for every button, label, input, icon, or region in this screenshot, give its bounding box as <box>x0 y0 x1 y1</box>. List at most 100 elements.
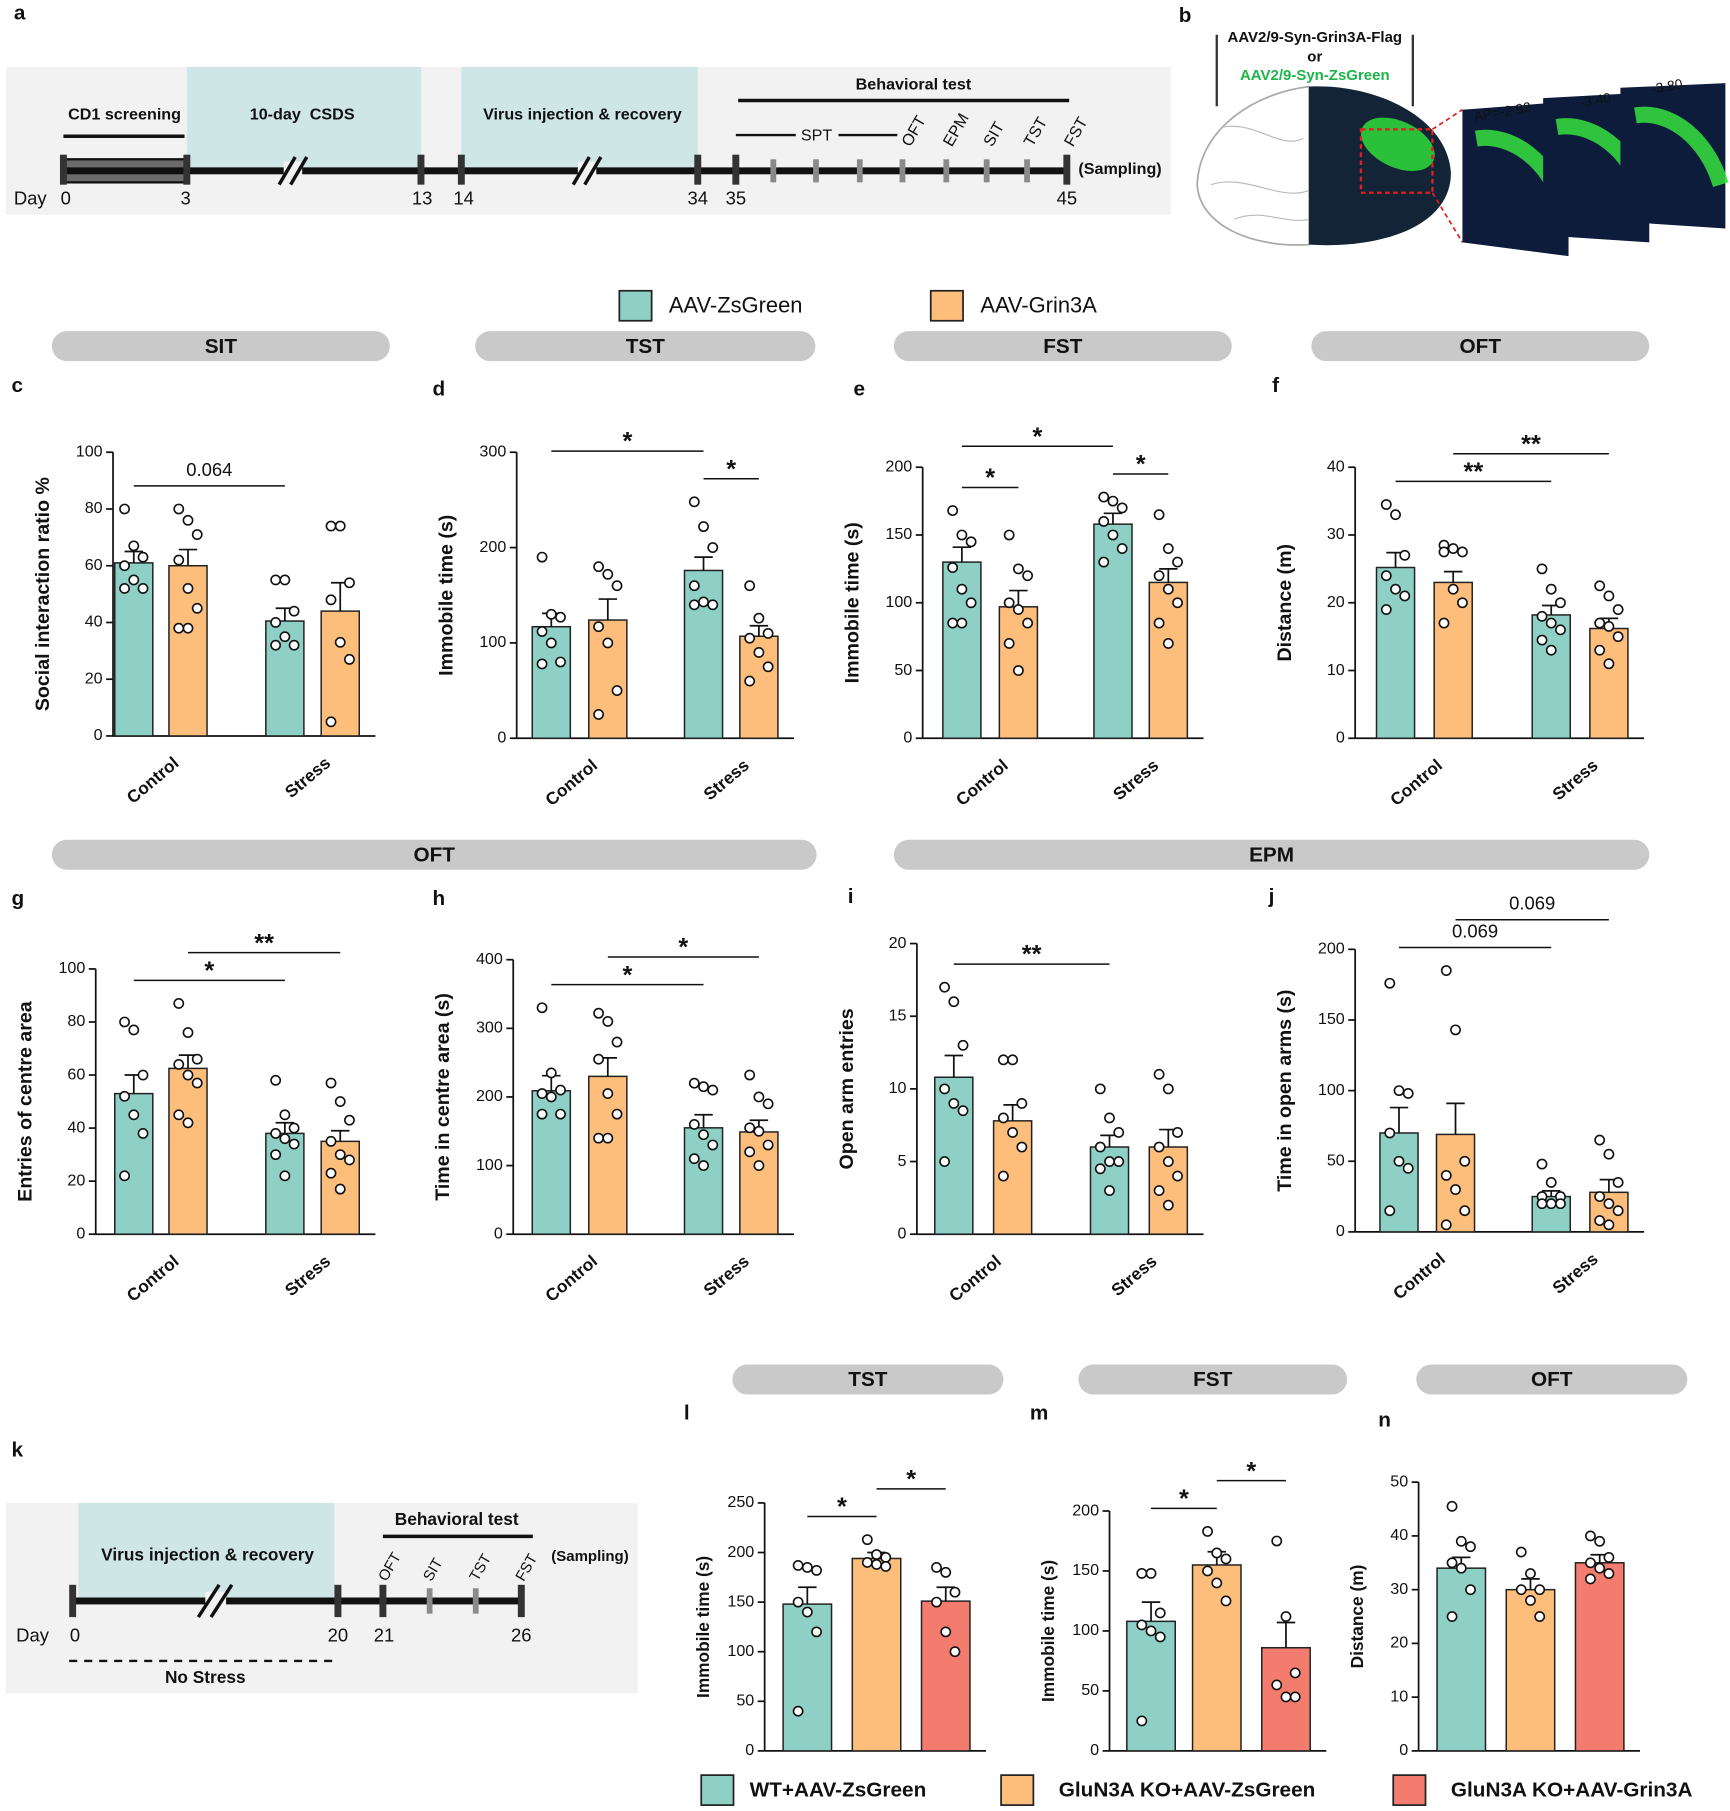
data-point <box>698 1081 709 1093</box>
data-point <box>1465 1541 1476 1553</box>
bar <box>851 1557 902 1752</box>
sig-label: 0.069 <box>1452 920 1498 941</box>
y-tick-label: 30 <box>1390 1580 1408 1598</box>
tick <box>943 159 950 183</box>
atlas-lines <box>1210 125 1310 221</box>
break-line <box>583 156 603 186</box>
panel-label: h <box>433 887 446 910</box>
data-point <box>871 1549 882 1560</box>
data-point <box>861 1557 873 1568</box>
data-point <box>288 605 300 617</box>
data-point <box>688 496 700 508</box>
data-point <box>811 1564 822 1576</box>
chart: 0 50 100 150 200 Immobile time (s) Control Stre… <box>842 423 1204 810</box>
y-axis-title: Time in centre area (s) <box>432 993 454 1201</box>
y-tick-label: 20 <box>1327 593 1345 611</box>
tick <box>183 154 191 185</box>
data-point <box>1594 1562 1606 1574</box>
phase-band <box>186 67 421 169</box>
y-tick-label: 150 <box>727 1592 754 1610</box>
data-point <box>182 583 194 594</box>
section-header-pill <box>1078 1364 1348 1395</box>
y-tick-label: 100 <box>727 1642 754 1660</box>
data-point <box>1603 1148 1615 1160</box>
panel-label: g <box>12 887 25 910</box>
bar <box>683 569 724 740</box>
y-tick-label: 10 <box>1327 661 1345 679</box>
data-point <box>1271 1679 1283 1691</box>
tick <box>457 154 465 185</box>
bar <box>1574 1562 1625 1752</box>
data-point <box>1459 1155 1471 1167</box>
bar <box>1093 523 1133 740</box>
behavioral-test-label: Behavioral test <box>856 76 972 94</box>
timeline-a: Day 0 3 13 14 34 35 45 CD1 screening 10-… <box>5 67 1171 215</box>
legend-label: AAV-Grin3A <box>980 293 1097 318</box>
bar <box>1505 1588 1556 1752</box>
data-point <box>698 521 709 533</box>
data-point <box>602 637 614 649</box>
test-ticks <box>426 1588 479 1614</box>
data-point <box>1380 499 1392 510</box>
data-point <box>1447 543 1459 554</box>
data-point <box>279 1133 291 1145</box>
data-point <box>1162 1083 1174 1095</box>
y-tick-label: 0 <box>1336 729 1345 747</box>
bar <box>1379 1132 1419 1233</box>
section-header-pill <box>893 331 1232 362</box>
section-label: -3.40 <box>1578 89 1612 110</box>
data-point <box>744 1122 756 1134</box>
data-point <box>939 1083 951 1095</box>
data-point <box>279 574 291 586</box>
data-point <box>593 1132 605 1144</box>
day-number: 13 <box>412 188 433 209</box>
bar <box>588 1075 628 1235</box>
y-axis-title: Distance (m) <box>1274 544 1296 662</box>
data-point <box>1153 1141 1165 1153</box>
data-point <box>119 1016 130 1028</box>
y-tick-label: 20 <box>85 669 103 687</box>
data-point <box>1393 1155 1405 1167</box>
error-bar <box>1446 1102 1465 1135</box>
section-header: FST <box>1193 1368 1233 1391</box>
data-point <box>536 1108 548 1120</box>
data-point <box>744 675 756 687</box>
section-header: EPM <box>1249 843 1294 866</box>
data-point <box>602 568 614 580</box>
data-point <box>1107 529 1119 541</box>
legend-swatch <box>1392 1774 1427 1806</box>
x-tick-label: Control <box>1389 1249 1449 1304</box>
y-tick-label: 40 <box>67 1118 85 1136</box>
data-point <box>555 1084 566 1096</box>
data-point <box>707 542 719 554</box>
y-tick-label: 300 <box>476 1019 503 1037</box>
histology-b: AAV2/9-Syn-Grin3A-Flag or AAV2/9-Syn-ZsG… <box>1196 29 1729 257</box>
data-point <box>931 1561 942 1573</box>
chart: 0 100 200 300 Immobile time (s) Control Stress… <box>436 428 795 810</box>
data-point <box>744 1069 756 1081</box>
data-point <box>957 1105 969 1117</box>
data-point <box>270 574 282 586</box>
y-tick-label: 400 <box>476 950 503 968</box>
bar <box>168 564 208 737</box>
error-bar <box>178 548 198 566</box>
chart: 0 100 200 300 400 Time in centre area (s) Cont… <box>432 934 795 1306</box>
data-point <box>1107 495 1119 507</box>
day-number: 0 <box>70 1625 80 1646</box>
day-ticks <box>69 1584 525 1618</box>
data-point <box>1612 631 1624 643</box>
sig-label: * <box>622 428 632 456</box>
data-point <box>334 636 346 648</box>
data-point <box>753 1160 765 1171</box>
x-tick-label: Control <box>541 755 601 810</box>
construct-label: AAV2/9-Syn-Grin3A-Flag <box>1228 29 1403 46</box>
day-number: 21 <box>374 1625 395 1646</box>
zoom-line <box>1431 108 1463 131</box>
tick <box>694 154 702 185</box>
error-bar <box>1542 1190 1561 1197</box>
data-point <box>545 1091 557 1103</box>
data-point <box>593 561 605 573</box>
y-tick-label: 150 <box>1318 1010 1345 1028</box>
data-point <box>119 583 130 594</box>
data-point <box>956 617 968 629</box>
